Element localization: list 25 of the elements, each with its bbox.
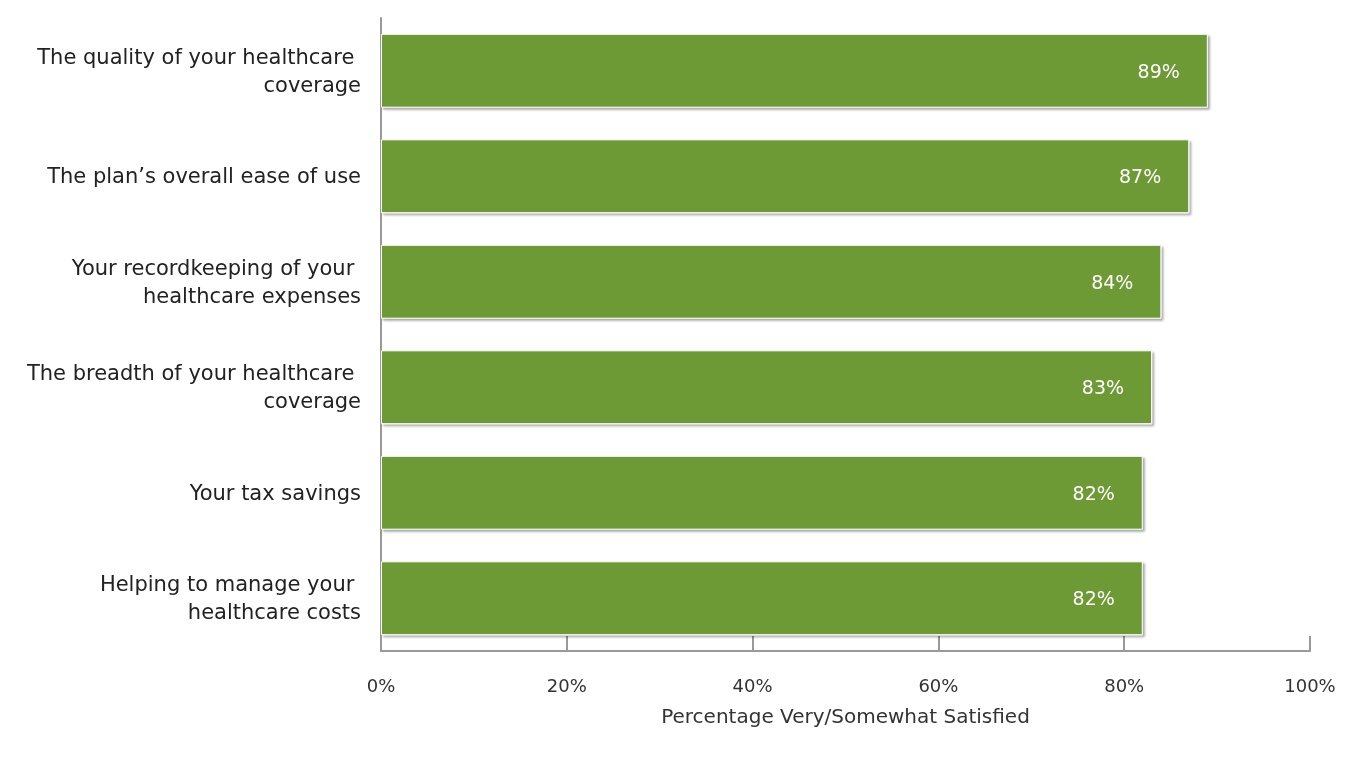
bar [381, 244, 1162, 319]
bar [381, 561, 1143, 636]
bar [381, 350, 1153, 425]
data-label: 87% [1119, 165, 1162, 188]
x-tick-label: 100% [1284, 674, 1336, 696]
data-label: 84% [1091, 270, 1134, 293]
data-label: 82% [1072, 481, 1115, 504]
y-tick-label: Helping to manage your healthcare costs [99, 572, 361, 625]
x-tick-label: 40% [732, 674, 773, 696]
x-tick-label: 20% [546, 674, 587, 696]
data-label: 83% [1081, 376, 1125, 399]
x-tick-label: 80% [1104, 674, 1145, 696]
y-tick-label: Your recordkeeping of your healthcare expenses [70, 255, 361, 308]
x-tick-label: 60% [918, 674, 959, 696]
x-tick-label: 0% [366, 674, 396, 696]
bar [381, 455, 1143, 530]
bar [381, 33, 1208, 108]
data-label: 89% [1137, 59, 1180, 82]
bar [381, 139, 1190, 214]
y-tick-label: The quality of your healthcare coverage [36, 44, 361, 97]
x-axis-title: Percentage Very/Somewhat Satisfied [661, 704, 1030, 728]
data-label: 82% [1072, 587, 1115, 610]
y-tick-label: Your tax savings [188, 480, 361, 505]
y-tick-label: The breadth of your healthcare coverage [25, 361, 361, 414]
y-tick-label: The plan’s overall ease of use [46, 164, 361, 189]
